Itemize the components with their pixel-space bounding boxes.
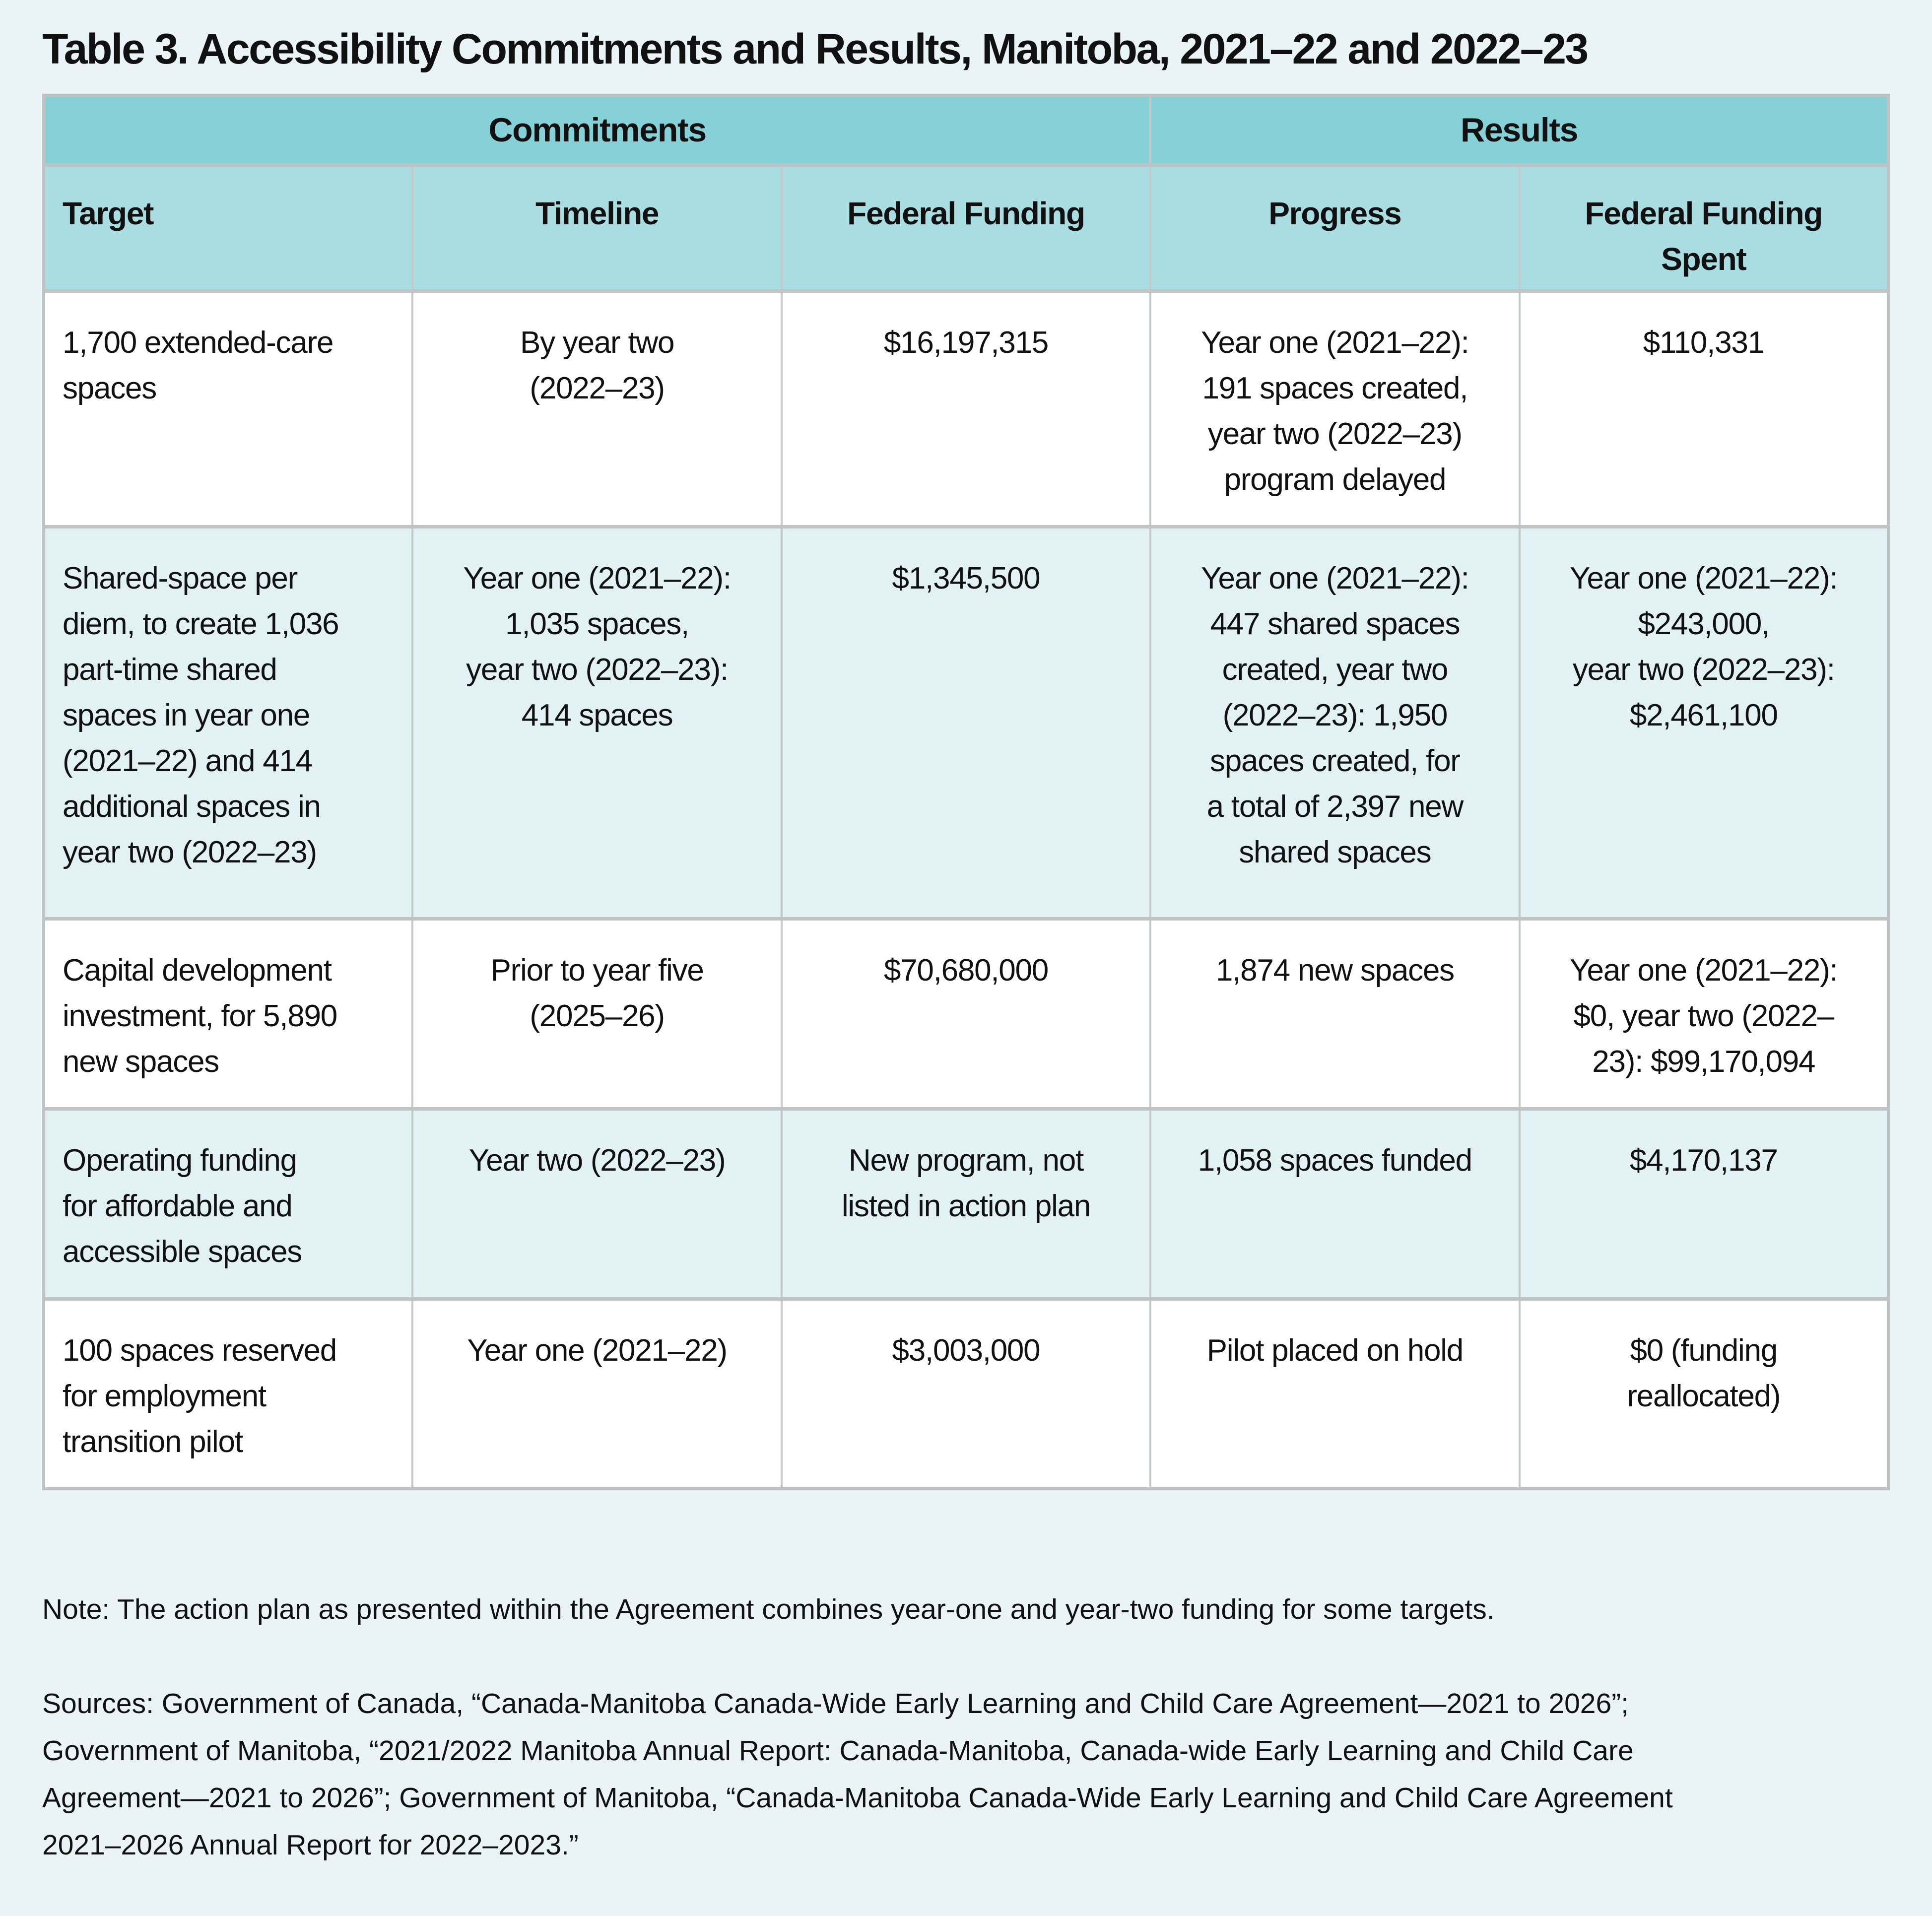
table-row-capital-development: Capital development investment, for 5,89… bbox=[44, 917, 1888, 1109]
report-page: Table 3. Accessibility Commitments and R… bbox=[42, 25, 1890, 1861]
table-row-employment-pilot: 100 spaces reserved for employment trans… bbox=[44, 1297, 1888, 1489]
cell-funding-spent: $110,331 bbox=[1518, 289, 1888, 527]
table-row-extended-care: 1,700 extended-care spaces By year two (… bbox=[44, 289, 1888, 527]
cell-funding-spent: $0 (funding reallocated) bbox=[1518, 1297, 1888, 1489]
cell-timeline: Year two (2022–23) bbox=[411, 1107, 782, 1299]
group-header-row: Commitments Results bbox=[44, 95, 1888, 165]
column-header-timeline: Timeline bbox=[411, 163, 782, 291]
cell-progress: Year one (2021–22): 447 shared spaces cr… bbox=[1149, 525, 1520, 919]
cell-progress: 1,058 spaces funded bbox=[1149, 1107, 1520, 1299]
table-sources: Sources: Government of Canada, “Canada-M… bbox=[42, 1687, 1673, 1861]
footnotes: Note: The action plan as presented withi… bbox=[42, 1539, 1890, 1916]
table-note: Note: The action plan as presented withi… bbox=[42, 1593, 1495, 1625]
cell-funding-spent: Year one (2021–22): $243,000, year two (… bbox=[1518, 525, 1888, 919]
column-header-progress: Progress bbox=[1149, 163, 1520, 291]
cell-federal-funding: New program, not listed in action plan bbox=[780, 1107, 1151, 1299]
cell-federal-funding: $3,003,000 bbox=[780, 1297, 1151, 1489]
column-header-target: Target bbox=[44, 163, 413, 291]
table-header: Commitments Results Target Timeline Fede… bbox=[44, 95, 1888, 291]
cell-target: 1,700 extended-care spaces bbox=[44, 289, 413, 527]
group-header-commitments: Commitments bbox=[44, 95, 1151, 165]
cell-progress: Pilot placed on hold bbox=[1149, 1297, 1520, 1489]
cell-target: Operating funding for affordable and acc… bbox=[44, 1107, 413, 1299]
cell-federal-funding: $16,197,315 bbox=[780, 289, 1151, 527]
table-row-shared-space: Shared-space per diem, to create 1,036 p… bbox=[44, 525, 1888, 919]
column-header-federal-funding: Federal Funding bbox=[780, 163, 1151, 291]
cell-timeline: Year one (2021–22): 1,035 spaces, year t… bbox=[411, 525, 782, 919]
cell-progress: Year one (2021–22): 191 spaces created, … bbox=[1149, 289, 1520, 527]
cell-target: 100 spaces reserved for employment trans… bbox=[44, 1297, 413, 1489]
cell-funding-spent: Year one (2021–22): $0, year two (2022– … bbox=[1518, 917, 1888, 1109]
column-header-row: Target Timeline Federal Funding Progress… bbox=[44, 163, 1888, 291]
table-body: 1,700 extended-care spaces By year two (… bbox=[44, 289, 1888, 1489]
cell-progress: 1,874 new spaces bbox=[1149, 917, 1520, 1109]
cell-timeline: Year one (2021–22) bbox=[411, 1297, 782, 1489]
accessibility-commitments-table: Commitments Results Target Timeline Fede… bbox=[42, 94, 1890, 1490]
cell-target: Shared-space per diem, to create 1,036 p… bbox=[44, 525, 413, 919]
cell-target: Capital development investment, for 5,89… bbox=[44, 917, 413, 1109]
table-title: Table 3. Accessibility Commitments and R… bbox=[42, 25, 1589, 73]
cell-timeline: Prior to year five (2025–26) bbox=[411, 917, 782, 1109]
group-header-results: Results bbox=[1149, 95, 1888, 165]
table-row-operating-funding: Operating funding for affordable and acc… bbox=[44, 1107, 1888, 1299]
cell-timeline: By year two (2022–23) bbox=[411, 289, 782, 527]
cell-funding-spent: $4,170,137 bbox=[1518, 1107, 1888, 1299]
column-header-federal-funding-spent: Federal Funding Spent bbox=[1518, 163, 1888, 291]
cell-federal-funding: $70,680,000 bbox=[780, 917, 1151, 1109]
cell-federal-funding: $1,345,500 bbox=[780, 525, 1151, 919]
